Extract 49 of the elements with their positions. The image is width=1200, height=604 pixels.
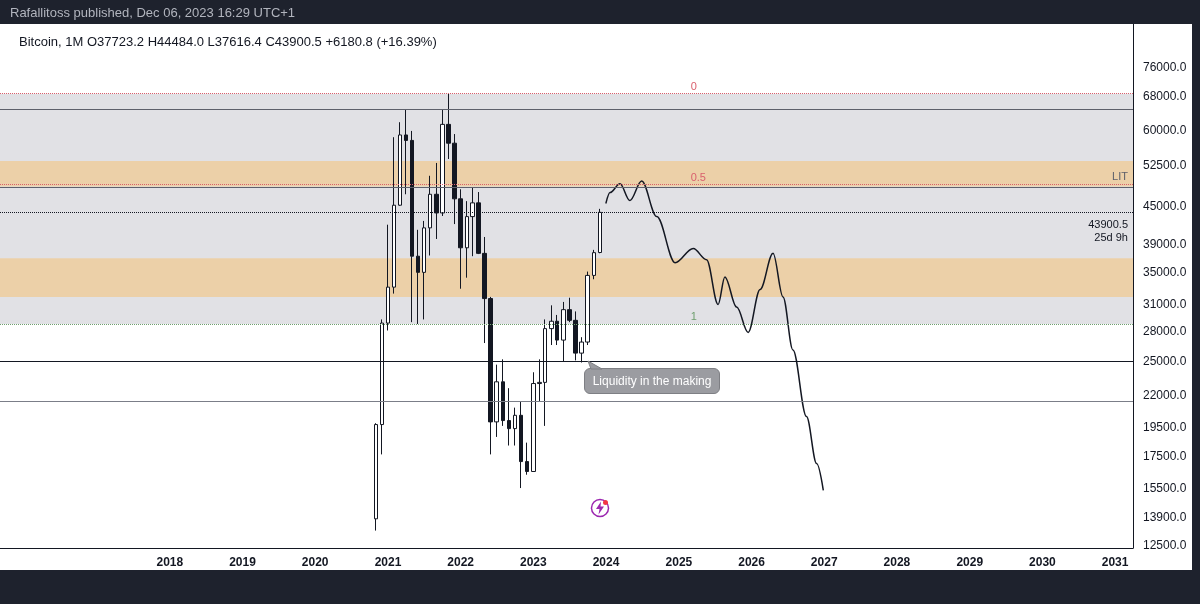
candlestick	[592, 249, 596, 280]
y-tick-label: 19500.0	[1143, 420, 1187, 435]
candlestick	[422, 220, 426, 320]
y-tick-label: 68000.0	[1143, 89, 1187, 104]
y-tick-label: 22000.0	[1143, 388, 1187, 403]
candlestick	[386, 224, 390, 331]
x-tick-label: 2022	[447, 555, 475, 569]
x-tick-label: 2029	[956, 555, 984, 569]
y-tick-label: 25000.0	[1143, 354, 1187, 369]
x-tick-label: 2023	[520, 555, 548, 569]
ref-line-label: 43900.5 25d 9h	[1088, 217, 1128, 243]
x-tick-label: 2021	[374, 555, 402, 569]
candlestick	[507, 387, 511, 447]
x-tick-label: 2019	[229, 555, 257, 569]
candlestick	[416, 229, 420, 325]
y-tick-label: 31000.0	[1143, 297, 1187, 312]
y-tick-label: 76000.0	[1143, 60, 1187, 74]
x-tick-label: 2025	[665, 555, 693, 569]
y-tick-label: 60000.0	[1143, 122, 1187, 137]
x-tick-label: 2024	[592, 555, 620, 569]
candlestick	[398, 121, 402, 207]
annotation: Liquidity in the making	[583, 368, 721, 395]
y-tick-label: 15500.0	[1143, 481, 1187, 496]
candlestick	[513, 407, 517, 447]
ref-line-label: LIT	[1112, 170, 1129, 183]
annotation: 0.5	[690, 170, 706, 183]
y-tick-label: 39000.0	[1143, 236, 1187, 251]
y-tick-label: 52500.0	[1143, 157, 1187, 172]
y-tick-label: 17500.0	[1143, 448, 1187, 463]
x-tick-label: 2020	[301, 555, 329, 569]
x-tick-label: 2028	[883, 555, 911, 569]
y-tick-label: 35000.0	[1143, 265, 1187, 280]
x-tick-label: 2027	[810, 555, 838, 569]
annotation: 1	[690, 309, 697, 322]
candlestick	[525, 442, 529, 476]
y-tick-label: 45000.0	[1143, 198, 1187, 213]
text: Bitcoin, 1M O37723.2 H44484.0 L37616.4 C43900.5 +6180.8 (+16.39%)	[19, 34, 437, 49]
y-tick-label: 28000.0	[1143, 324, 1187, 339]
candlestick	[374, 422, 378, 532]
x-tick-label: 2018	[156, 555, 184, 569]
y-tick-label: 13900.0	[1143, 509, 1187, 524]
text: Rafallitoss published, Dec 06, 2023 16:29 UTC+1	[10, 5, 296, 20]
x-tick-label: 2030	[1029, 555, 1057, 569]
annotation: 0	[690, 79, 697, 92]
x-tick-label: 2031	[1101, 555, 1129, 569]
candlestick	[404, 108, 408, 195]
y-tick-label: 12500.0	[1143, 538, 1187, 553]
x-tick-label: 2026	[738, 555, 766, 569]
candlestick	[519, 400, 523, 489]
